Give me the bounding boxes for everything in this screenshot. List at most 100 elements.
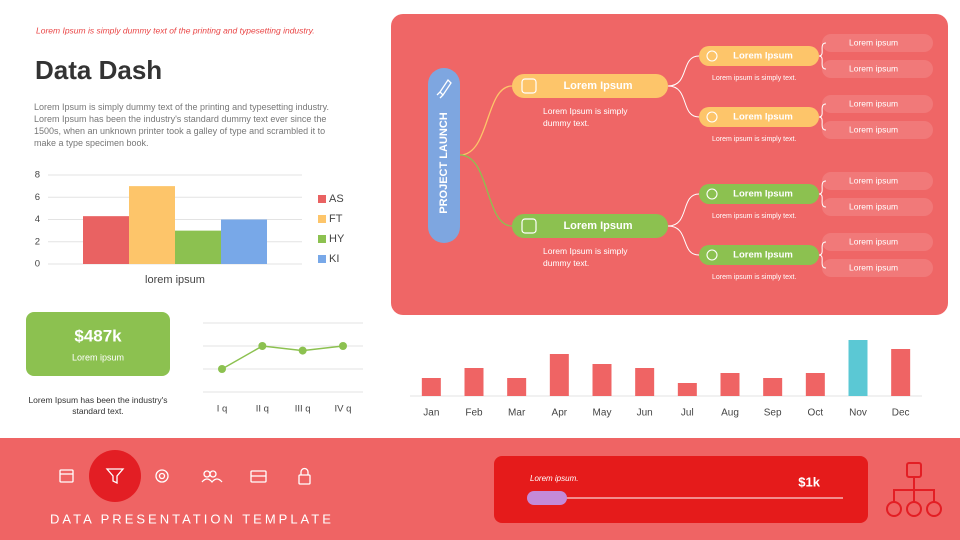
org-icon	[886, 462, 942, 517]
child-pill	[699, 245, 819, 265]
legend-label: FT	[329, 213, 343, 225]
leaf-pill	[822, 233, 933, 251]
point	[298, 346, 307, 355]
kpi-note: Lorem Ipsum has been the industry's stan…	[28, 395, 168, 416]
branch-pill	[512, 74, 668, 98]
legend-swatch	[318, 255, 326, 263]
slider-knob[interactable]	[527, 491, 567, 505]
footer-title: DATA PRESENTATION TEMPLATE	[50, 511, 334, 526]
legend-swatch	[318, 215, 326, 223]
slider-value: $1k	[798, 474, 820, 489]
x-tick-label: IV q	[335, 404, 352, 415]
branch-icon	[521, 78, 537, 94]
child-icon	[706, 50, 718, 62]
connector	[818, 55, 827, 70]
kpi-card	[26, 312, 170, 376]
child-text: Lorem ipsum is simply text.	[712, 136, 796, 143]
bar	[763, 378, 783, 396]
child-label: Lorem Ipsum	[733, 189, 793, 200]
branch-pill	[512, 214, 668, 238]
x-tick-label: Jan	[423, 408, 439, 419]
connector	[459, 154, 513, 227]
leaf-label: Lorem ipsum	[849, 98, 898, 108]
y-tick-label: 0	[35, 259, 40, 270]
connector	[818, 180, 827, 195]
intro-text: Lorem Ipsum is simply dummy text of the …	[34, 102, 329, 148]
bar	[464, 368, 484, 396]
branch-text: Lorem Ipsum is simply dummy text.	[543, 106, 628, 128]
x-tick-label: Aug	[721, 408, 739, 419]
y-tick-label: 2	[35, 236, 40, 247]
legend-swatch	[318, 195, 326, 203]
connector	[667, 225, 700, 256]
bar	[592, 364, 612, 396]
branch-icon	[521, 218, 537, 234]
connector	[667, 193, 700, 227]
bar	[549, 354, 569, 396]
x-tick-label: Sep	[764, 408, 782, 419]
connector	[667, 85, 700, 118]
line	[221, 345, 344, 370]
x-tick-label: Nov	[849, 408, 867, 419]
leaf-label: Lorem ipsum	[849, 37, 898, 47]
funnel-icon	[105, 468, 125, 485]
child-pill	[699, 184, 819, 204]
x-tick-label: Mar	[508, 408, 526, 419]
child-pill	[699, 46, 819, 66]
x-tick-label: II q	[256, 404, 269, 415]
root-pill	[428, 68, 460, 243]
legend-swatch	[318, 235, 326, 243]
legend-label: AS	[329, 193, 344, 205]
x-tick-label: III q	[295, 404, 311, 415]
connector	[818, 42, 827, 57]
connector	[459, 85, 513, 156]
title: Data Dash	[35, 55, 162, 85]
leaf-label: Lorem ipsum	[849, 124, 898, 134]
active-icon[interactable]	[89, 450, 141, 502]
child-text: Lorem ipsum is simply text.	[712, 75, 796, 82]
leaf-pill	[822, 259, 933, 277]
bar	[805, 373, 825, 396]
bar	[891, 349, 911, 396]
child-icon	[706, 111, 718, 123]
x-tick-label: Oct	[808, 408, 824, 419]
bar	[175, 230, 221, 264]
connector	[818, 193, 827, 208]
leaf-label: Lorem ipsum	[849, 63, 898, 73]
leaf-pill	[822, 198, 933, 216]
leaf-label: Lorem ipsum	[849, 175, 898, 185]
root-label: PROJECT LAUNCH	[438, 112, 450, 214]
x-tick-label: Jul	[681, 408, 694, 419]
leaf-pill	[822, 60, 933, 78]
x-tick-label: May	[593, 408, 612, 419]
leaf-pill	[822, 121, 933, 139]
kpi-value: $487k	[74, 326, 122, 345]
y-tick-label: 6	[35, 192, 40, 203]
bar	[421, 378, 441, 396]
bar	[83, 216, 129, 264]
x-tick-label: Dec	[892, 408, 910, 419]
leaf-label: Lorem ipsum	[849, 201, 898, 211]
point	[339, 342, 347, 350]
branch-label: Lorem Ipsum	[563, 80, 632, 92]
x-tick-label: I q	[217, 404, 228, 415]
bar	[677, 383, 697, 396]
connector	[818, 241, 827, 256]
legend-label: HY	[329, 233, 345, 245]
point	[218, 365, 226, 373]
y-tick-label: 4	[35, 214, 40, 225]
y-tick-label: 8	[35, 170, 40, 181]
kpi-label: Lorem ipsum	[72, 352, 124, 362]
slider-box	[494, 456, 868, 523]
x-tick-label: Apr	[552, 408, 568, 419]
leaf-pill	[822, 34, 933, 52]
leaf-label: Lorem ipsum	[849, 262, 898, 272]
leaf-pill	[822, 172, 933, 190]
child-text: Lorem ipsum is simply text.	[712, 213, 796, 220]
bar	[720, 373, 740, 396]
bar	[129, 186, 175, 264]
child-pill	[699, 107, 819, 127]
connector	[818, 116, 827, 131]
